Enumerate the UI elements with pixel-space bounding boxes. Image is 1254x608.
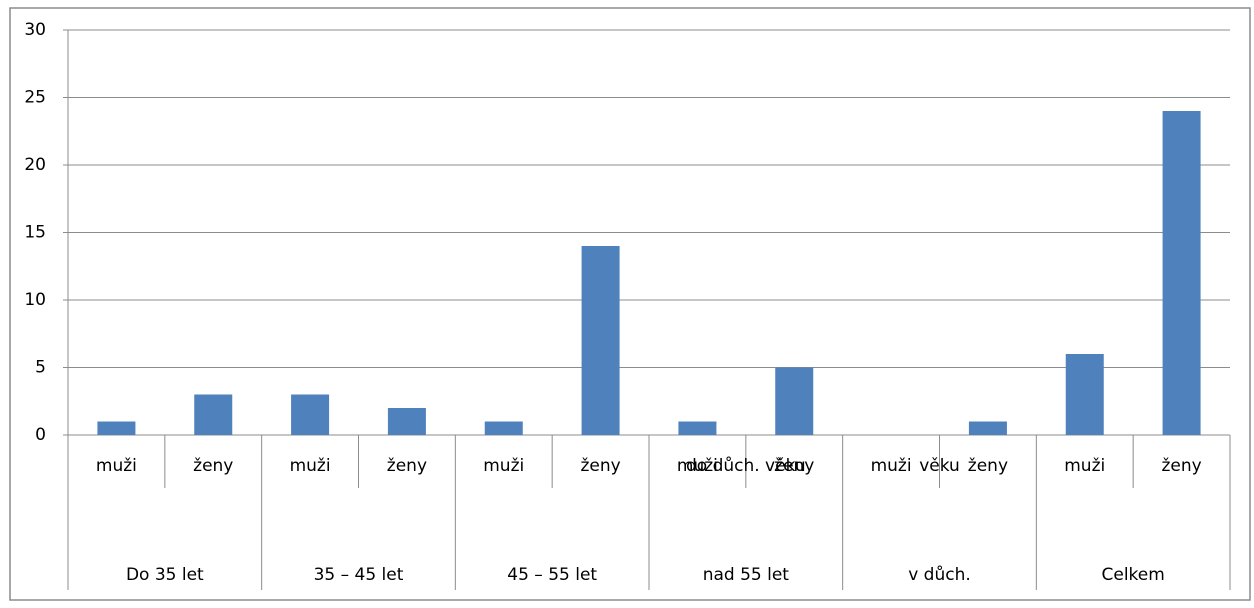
bar	[387, 408, 426, 435]
y-tick-label: 0	[35, 425, 46, 445]
bar	[484, 421, 523, 435]
x-tick-label: muži	[871, 456, 912, 476]
group-label: Do 35 let	[126, 565, 204, 585]
bar	[1065, 354, 1104, 435]
x-tick-label: ženy	[774, 456, 814, 476]
x-tick-label: muži	[290, 456, 331, 476]
x-tick-label: muži	[483, 456, 524, 476]
chart-frame	[9, 7, 1251, 601]
bar	[775, 367, 814, 435]
x-tick-label: ženy	[387, 456, 427, 476]
y-tick-label: 30	[24, 20, 46, 40]
y-tick-label: 15	[24, 223, 46, 243]
y-tick-label: 20	[24, 155, 46, 175]
bar	[968, 421, 1007, 435]
bar	[291, 394, 330, 435]
bar	[1162, 111, 1201, 435]
y-tick-label: 5	[35, 358, 46, 378]
group-label: nad 55 let	[703, 565, 790, 585]
x-tick-label: ženy	[580, 456, 620, 476]
bar	[678, 421, 717, 435]
bar	[97, 421, 136, 435]
bar	[194, 394, 233, 435]
x-tick-label: ženy	[968, 456, 1008, 476]
x-tick-label: ženy	[1161, 456, 1201, 476]
group-label: v důch.	[908, 565, 971, 585]
group-label: do důch. věku	[686, 456, 806, 476]
x-tick-label: muži	[96, 456, 137, 476]
y-tick-label: 25	[24, 88, 46, 108]
bar	[581, 246, 620, 435]
group-label: Celkem	[1102, 565, 1165, 585]
x-tick-label: muži	[1064, 456, 1105, 476]
x-tick-label: muži	[677, 456, 718, 476]
y-tick-label: 10	[24, 290, 46, 310]
group-label: 35 – 45 let	[314, 565, 404, 585]
group-label: 45 – 55 let	[507, 565, 597, 585]
group-label: věku	[919, 456, 960, 476]
x-tick-label: ženy	[193, 456, 233, 476]
